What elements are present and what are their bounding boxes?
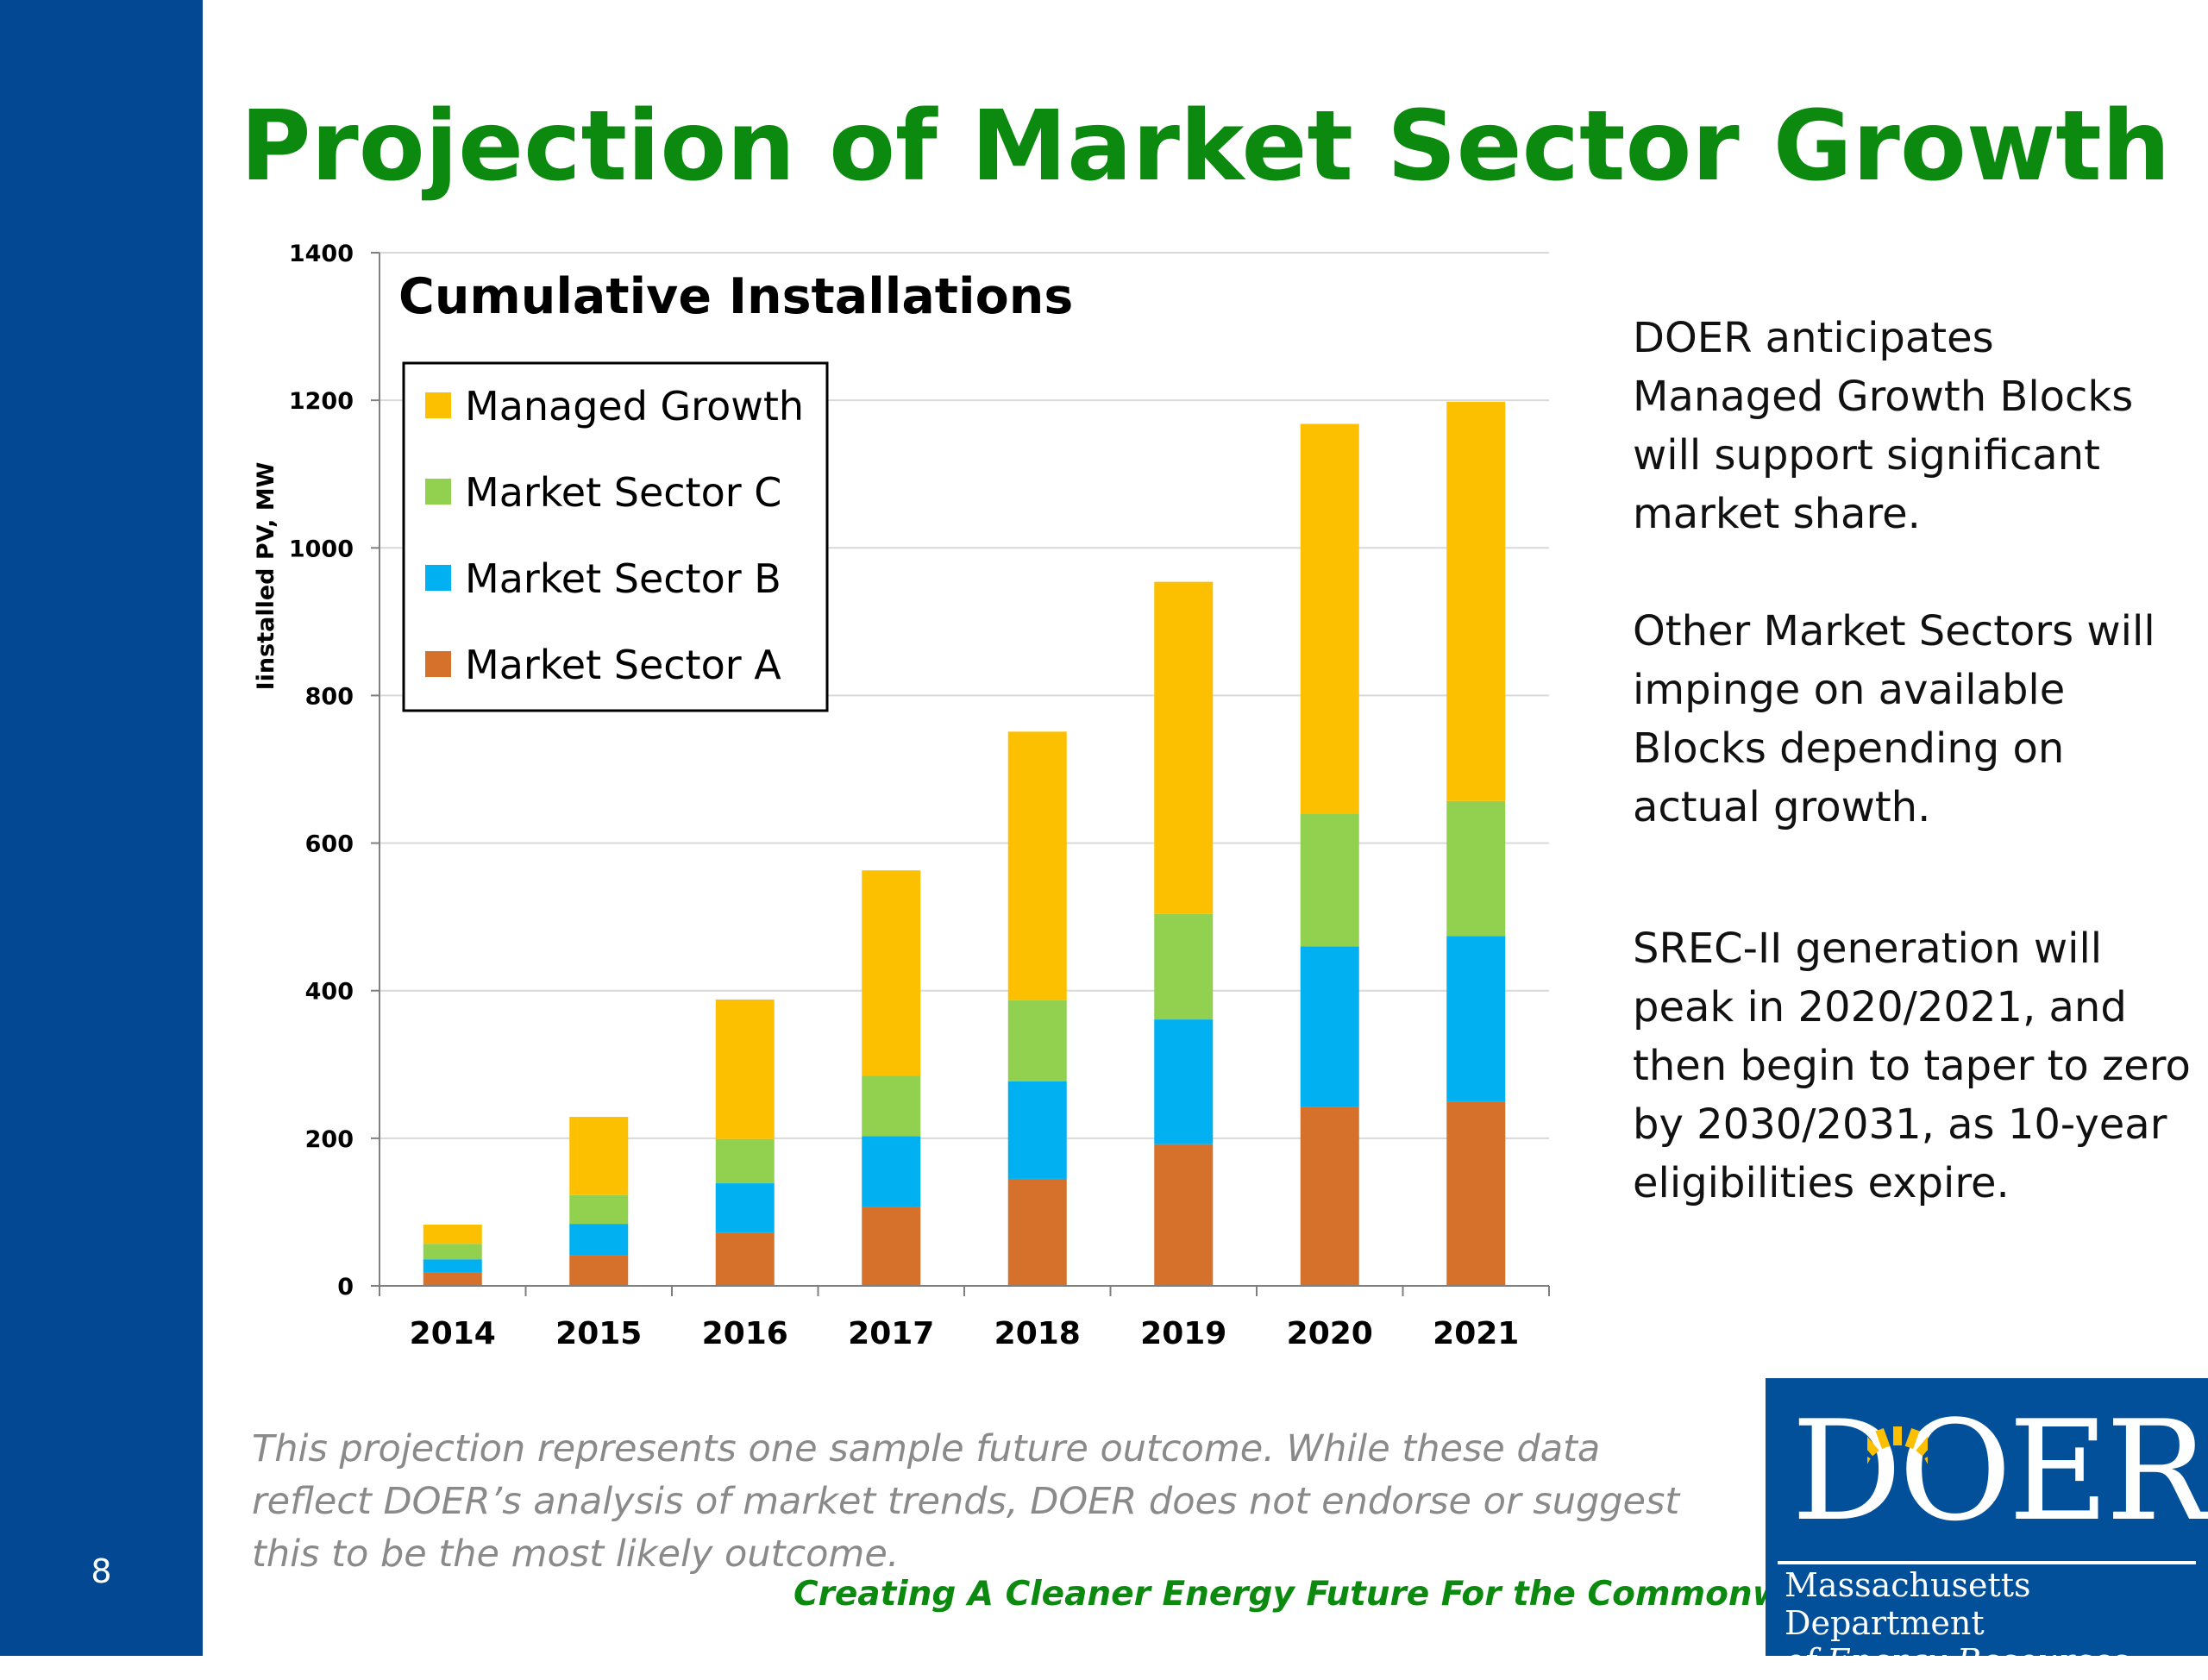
y-tick-label-1200: 1200: [289, 388, 354, 415]
bar-2021-managed-growth: [1446, 401, 1506, 801]
legend-swatch-managed-growth: [425, 392, 451, 418]
y-tick-labels: 0 200 400 600 800 1000 1200 1400: [289, 241, 354, 1301]
bar-2018-market-sector-a: [1007, 1178, 1067, 1286]
logo-divider: [1778, 1561, 2196, 1564]
doer-logo-wordmark: DOER: [1791, 1390, 2208, 1551]
note-other-sectors: Other Market Sectors will impinge on ava…: [1633, 607, 2155, 831]
legend-label-market-sector-b: Market Sector B: [465, 555, 781, 602]
logo-line-2: of Energy Resources: [1785, 1642, 2130, 1680]
bar-2014-managed-growth: [423, 1224, 482, 1244]
slide-title: Projection of Market Sector Growth: [240, 91, 2171, 203]
bar-2014-market-sector-c: [423, 1244, 482, 1260]
x-tick-label-2014: 2014: [410, 1316, 496, 1351]
bar-2015-market-sector-c: [569, 1194, 629, 1225]
bar-2020-managed-growth: [1300, 423, 1359, 814]
y-axis-label: Iinstalled PV, MW: [253, 462, 279, 691]
note-managed-growth: DOER anticipates Managed Growth Blocks w…: [1633, 314, 2134, 538]
y-tick-label-200: 200: [305, 1126, 354, 1153]
legend-box: [402, 361, 829, 712]
x-tick-labels: 2014 2015 2016 2017 2018 2019 2020 2021: [410, 1316, 1520, 1351]
bar-2017-managed-growth: [862, 870, 921, 1076]
legend-label-managed-growth: Managed Growth: [465, 383, 804, 429]
note-srec-ii: SREC-II generation will peak in 2020/202…: [1633, 925, 2191, 1207]
bar-2020-market-sector-a: [1300, 1106, 1359, 1286]
bar-2017-market-sector-a: [862, 1207, 921, 1286]
y-tick-label-400: 400: [305, 979, 354, 1006]
bar-2019-market-sector-c: [1154, 913, 1214, 1020]
bar-2014-market-sector-a: [423, 1272, 482, 1286]
bar-2018-managed-growth: [1007, 731, 1067, 1000]
x-tick-label-2018: 2018: [994, 1316, 1081, 1351]
bar-2015-market-sector-a: [569, 1255, 629, 1286]
legend-swatch-market-sector-a: [425, 651, 451, 677]
y-tick-label-1400: 1400: [289, 241, 354, 267]
chart-legend: Managed Growth Market Sector C Market Sect…: [402, 361, 829, 712]
bar-2021-market-sector-a: [1446, 1101, 1506, 1286]
y-tick-label-800: 800: [305, 683, 354, 710]
bar-2016-managed-growth: [715, 999, 775, 1139]
logo-line-1: Massachusetts Department: [1785, 1566, 2031, 1642]
x-tick-label-2020: 2020: [1287, 1316, 1373, 1351]
bar-2019-market-sector-a: [1154, 1144, 1214, 1286]
chart-bars: [423, 401, 1506, 1286]
bar-2017-market-sector-b: [862, 1136, 921, 1207]
chart-title: Cumulative Installations: [398, 268, 1073, 325]
y-tick-label-0: 0: [337, 1274, 354, 1301]
bar-2015-managed-growth: [569, 1117, 629, 1195]
bar-2017-market-sector-c: [862, 1075, 921, 1137]
bar-2019-market-sector-b: [1154, 1019, 1214, 1144]
left-sidebar-band: [0, 0, 203, 1656]
bar-2015-market-sector-b: [569, 1224, 629, 1256]
legend-swatch-market-sector-b: [425, 565, 451, 591]
doer-logo: DOER Massachusetts Department of Energy …: [1766, 1378, 2208, 1680]
legend-label-market-sector-c: Market Sector C: [465, 469, 781, 516]
disclaimer-text: This projection represents one sample fu…: [252, 1427, 1680, 1576]
bar-2020-market-sector-b: [1300, 946, 1359, 1107]
sun-icon: [1867, 1426, 1928, 1466]
x-tick-label-2015: 2015: [555, 1316, 642, 1351]
bar-2021-market-sector-c: [1446, 800, 1506, 937]
bar-2019-managed-growth: [1154, 581, 1214, 914]
bar-2016-market-sector-b: [715, 1183, 775, 1233]
bar-2020-market-sector-c: [1300, 813, 1359, 947]
x-tick-label-2019: 2019: [1140, 1316, 1226, 1351]
bar-2018-market-sector-b: [1007, 1081, 1067, 1179]
bar-2016-market-sector-a: [715, 1232, 775, 1286]
chart-axes: [371, 252, 1550, 1296]
y-tick-label-600: 600: [305, 831, 354, 858]
legend-swatch-market-sector-c: [425, 479, 451, 505]
page-number: 8: [91, 1552, 112, 1590]
footer-tagline: Creating A Cleaner Energy Future For the…: [794, 1575, 1881, 1614]
doer-logo-subtitle: Massachusetts Department of Energy Resou…: [1785, 1566, 2208, 1680]
y-tick-label-1000: 1000: [289, 536, 354, 562]
bar-2014-market-sector-b: [423, 1259, 482, 1273]
bar-2016-market-sector-c: [715, 1138, 775, 1184]
x-tick-label-2021: 2021: [1433, 1316, 1519, 1351]
x-tick-label-2017: 2017: [848, 1316, 934, 1351]
bar-2021-market-sector-b: [1446, 936, 1506, 1102]
x-tick-label-2016: 2016: [702, 1316, 788, 1351]
legend-label-market-sector-a: Market Sector A: [465, 642, 781, 688]
bar-2018-market-sector-c: [1007, 1000, 1067, 1081]
